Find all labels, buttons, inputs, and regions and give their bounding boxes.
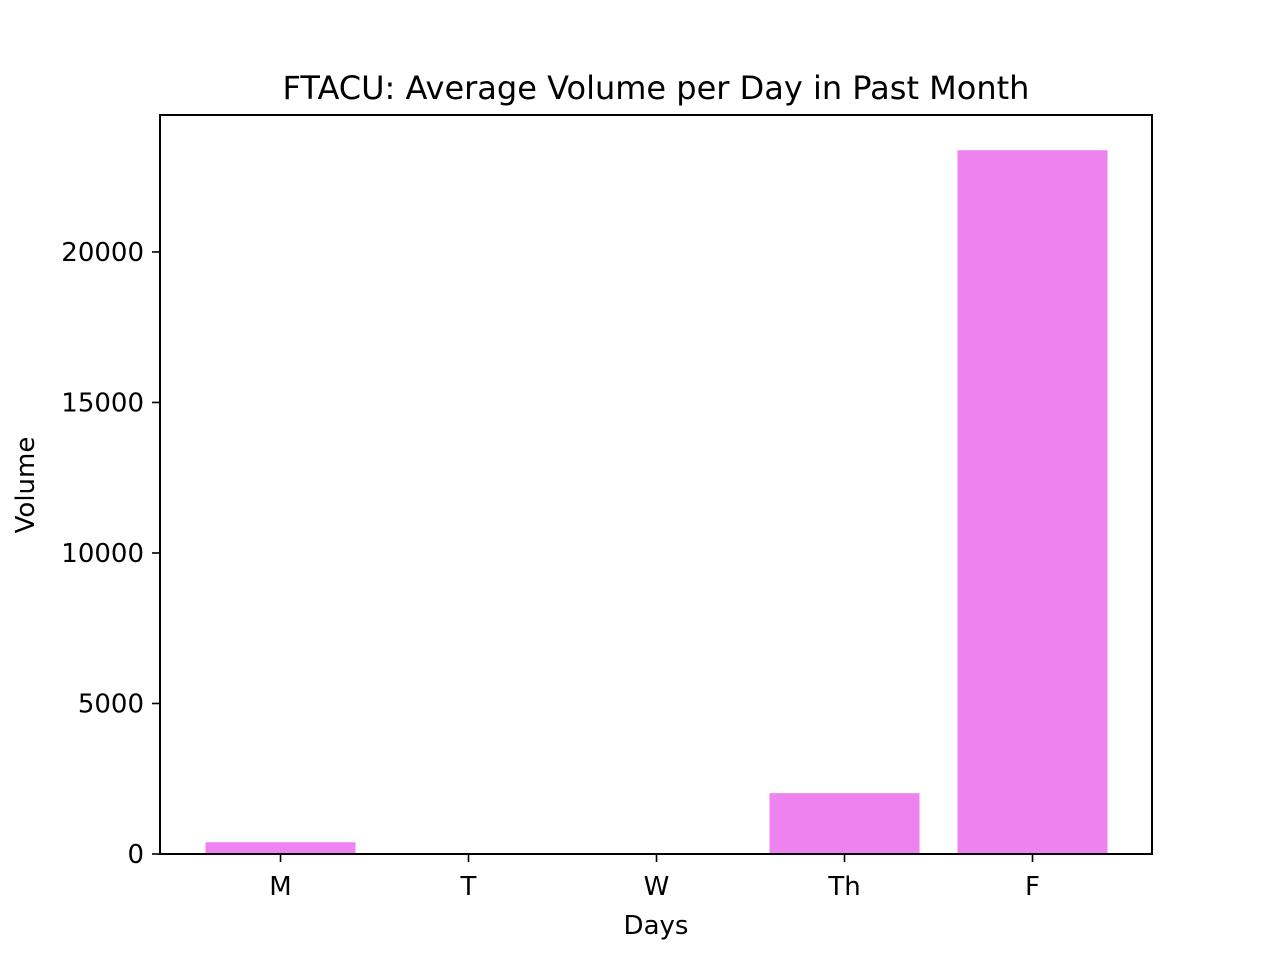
chart-title: FTACU: Average Volume per Day in Past Mo… <box>283 69 1030 107</box>
x-tick-label: W <box>644 872 670 902</box>
bar-f <box>957 150 1108 855</box>
bar-th <box>769 793 920 854</box>
y-tick-label: 5000 <box>78 689 144 719</box>
bar-m <box>205 842 356 854</box>
y-tick-label: 20000 <box>61 238 144 268</box>
x-axis: M T W Th F <box>269 854 1040 902</box>
x-tick-label: F <box>1025 872 1040 902</box>
bars-group <box>205 150 1108 855</box>
y-tick-label: 0 <box>127 840 144 870</box>
x-tick-label: T <box>460 872 477 902</box>
x-tick-label: M <box>269 872 291 902</box>
x-axis-label: Days <box>624 911 689 941</box>
x-tick-label: Th <box>827 872 860 902</box>
y-tick-label: 15000 <box>61 388 144 418</box>
y-tick-label: 10000 <box>61 539 144 569</box>
y-axis: 0 5000 10000 15000 20000 <box>61 238 160 870</box>
y-axis-label: Volume <box>11 437 41 534</box>
